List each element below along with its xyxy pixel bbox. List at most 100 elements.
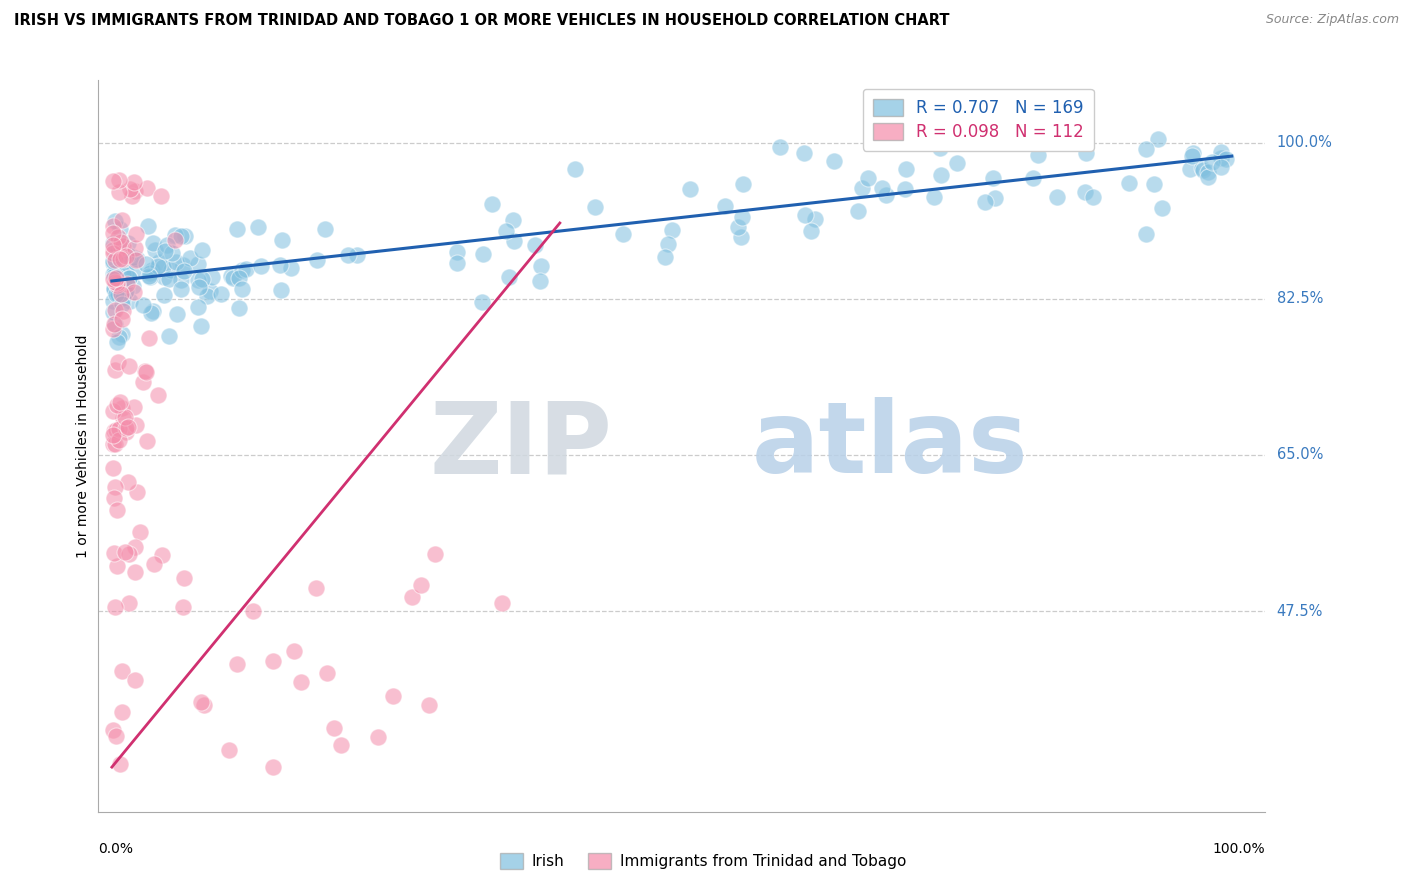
Point xyxy=(471,295,494,310)
Point xyxy=(894,162,917,177)
Point xyxy=(101,219,124,233)
Point xyxy=(101,437,124,451)
Point xyxy=(1147,132,1170,146)
Point xyxy=(101,246,124,260)
Point xyxy=(153,270,176,285)
Point xyxy=(104,729,127,743)
Point xyxy=(769,140,792,154)
Point xyxy=(1209,161,1232,175)
Point xyxy=(101,254,124,268)
Point xyxy=(101,294,124,309)
Point xyxy=(112,238,135,252)
Point xyxy=(114,425,136,440)
Point xyxy=(120,182,142,196)
Point xyxy=(138,331,160,345)
Point xyxy=(661,223,683,237)
Text: 65.0%: 65.0% xyxy=(1277,448,1323,462)
Legend: Irish, Immigrants from Trinidad and Tobago: Irish, Immigrants from Trinidad and Toba… xyxy=(494,847,912,875)
Point xyxy=(731,210,754,224)
Point xyxy=(231,263,253,277)
Point xyxy=(118,359,141,373)
Point xyxy=(105,277,128,292)
Point xyxy=(134,363,156,377)
Point xyxy=(382,690,405,704)
Point xyxy=(1081,190,1104,204)
Point xyxy=(118,597,141,611)
Point xyxy=(118,270,141,285)
Point xyxy=(856,170,879,185)
Text: 82.5%: 82.5% xyxy=(1277,292,1323,306)
Point xyxy=(104,271,127,285)
Point xyxy=(1181,146,1204,161)
Point xyxy=(101,243,124,257)
Point xyxy=(148,388,170,402)
Point xyxy=(793,145,815,160)
Point xyxy=(228,271,250,285)
Point xyxy=(105,334,128,349)
Point xyxy=(1150,201,1173,215)
Point xyxy=(163,233,186,247)
Point xyxy=(1074,185,1097,199)
Point xyxy=(1181,149,1204,163)
Point xyxy=(117,475,139,489)
Point xyxy=(152,260,174,274)
Point xyxy=(973,194,995,209)
Point xyxy=(314,222,336,236)
Point xyxy=(981,170,1004,185)
Point xyxy=(103,317,125,331)
Point xyxy=(122,401,145,415)
Text: 0.0%: 0.0% xyxy=(98,842,134,856)
Point xyxy=(111,665,134,679)
Point xyxy=(135,257,157,271)
Text: ZIP: ZIP xyxy=(429,398,612,494)
Point xyxy=(111,252,134,266)
Point xyxy=(149,189,172,203)
Point xyxy=(823,153,845,168)
Point xyxy=(262,654,284,668)
Point xyxy=(110,286,132,301)
Point xyxy=(1028,148,1050,162)
Point xyxy=(679,182,702,196)
Point xyxy=(117,420,139,434)
Point xyxy=(228,301,250,316)
Point xyxy=(104,480,127,494)
Point xyxy=(101,272,124,286)
Point xyxy=(110,756,132,771)
Point xyxy=(107,244,129,259)
Point xyxy=(120,253,142,268)
Point xyxy=(103,266,125,280)
Point xyxy=(1201,155,1223,169)
Point xyxy=(104,275,127,289)
Point xyxy=(191,271,214,285)
Point xyxy=(170,229,193,244)
Point xyxy=(846,204,869,219)
Point xyxy=(108,422,131,436)
Point xyxy=(1046,190,1069,204)
Point xyxy=(101,256,124,270)
Point xyxy=(195,289,218,303)
Point xyxy=(111,401,134,415)
Point xyxy=(170,282,193,296)
Point xyxy=(121,278,143,293)
Point xyxy=(103,491,125,506)
Point xyxy=(247,219,270,234)
Point xyxy=(104,436,127,450)
Point xyxy=(101,304,124,318)
Point xyxy=(143,558,166,572)
Point xyxy=(187,273,209,287)
Point xyxy=(250,259,273,273)
Point xyxy=(367,730,389,744)
Point xyxy=(894,182,917,196)
Point xyxy=(110,235,132,250)
Point xyxy=(118,547,141,561)
Point xyxy=(1180,162,1202,177)
Point xyxy=(124,176,146,190)
Point xyxy=(1197,169,1219,184)
Point xyxy=(163,228,186,243)
Point xyxy=(446,256,468,270)
Point xyxy=(564,161,586,176)
Point xyxy=(141,262,163,277)
Point xyxy=(117,248,139,262)
Point xyxy=(115,285,138,299)
Point xyxy=(127,484,149,499)
